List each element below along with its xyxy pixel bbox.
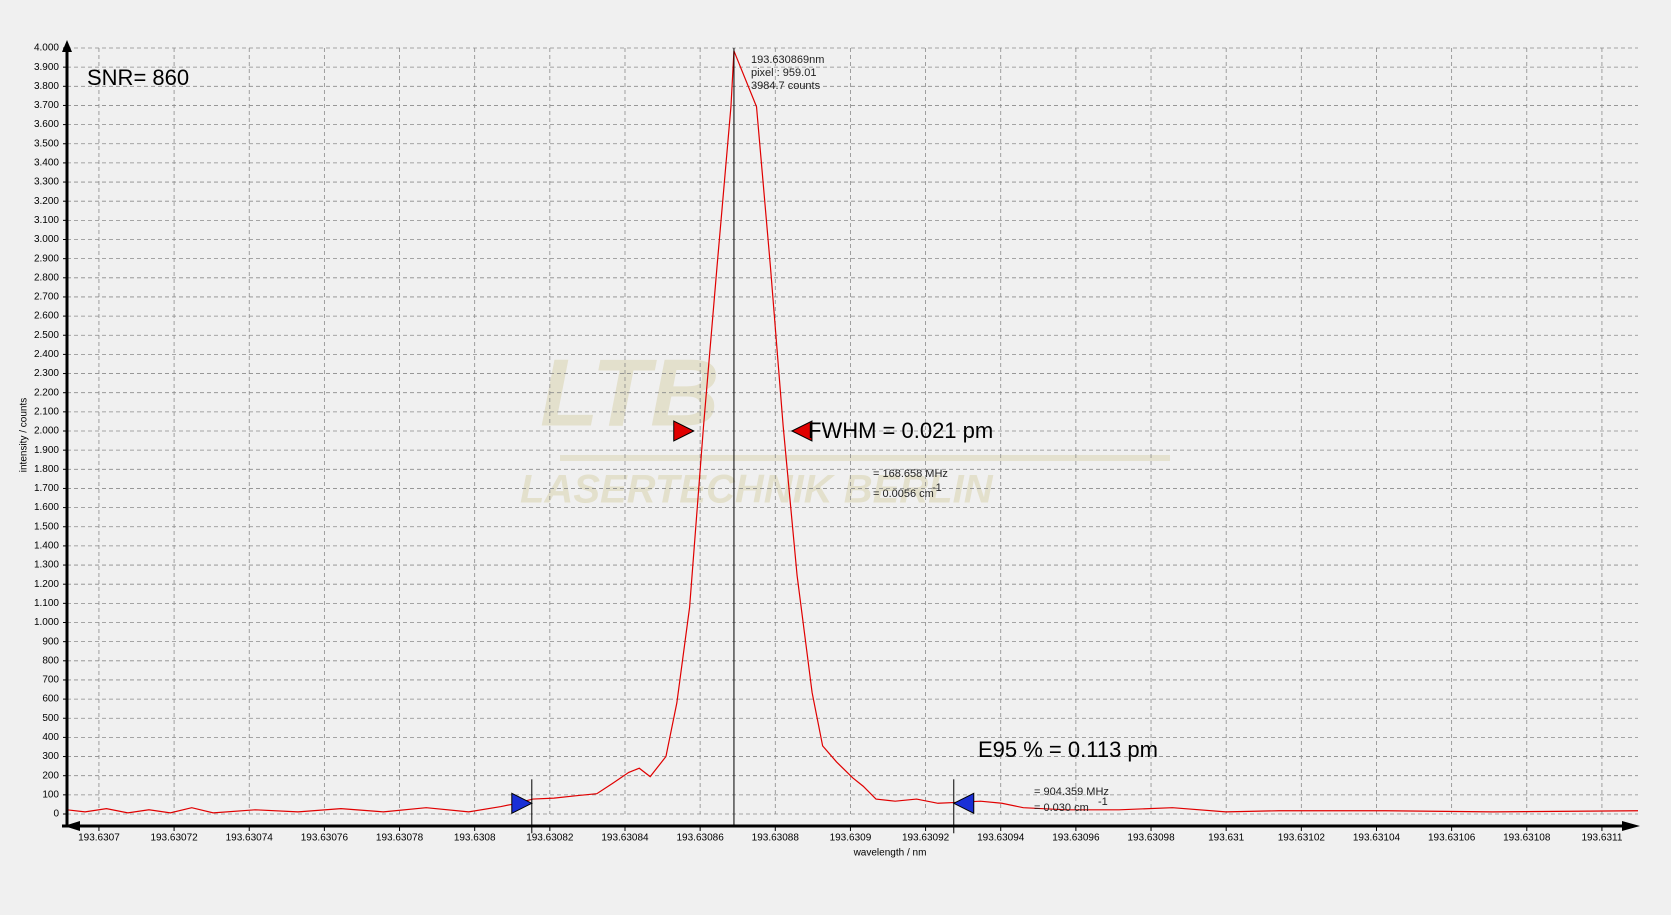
x-tick-label: 193.631 <box>1208 833 1245 844</box>
fwhm-label: FWHM = 0.021 pm <box>808 418 993 443</box>
y-tick-label: 2.000 <box>34 426 59 437</box>
y-tick-label: 500 <box>42 713 59 724</box>
y-tick-label: 900 <box>42 636 59 647</box>
e95-wavenumber: = 0.030 cm <box>1034 802 1089 814</box>
y-tick-label: 300 <box>42 751 59 762</box>
x-tick-label: 193.63092 <box>902 833 950 844</box>
y-tick-label: 1.500 <box>34 521 59 532</box>
y-axis-arrow <box>62 40 72 52</box>
y-tick-label: 3.200 <box>34 196 59 207</box>
x-tick-label: 193.63076 <box>301 833 349 844</box>
y-tick-label: 3.000 <box>34 234 59 245</box>
x-tick-label: 193.63098 <box>1127 833 1175 844</box>
marks <box>66 48 1639 834</box>
y-tick-label: 1.400 <box>34 541 59 552</box>
x-tick-label: 193.63096 <box>1052 833 1100 844</box>
y-tick-label: 2.200 <box>34 387 59 398</box>
y-tick-label: 2.100 <box>34 406 59 417</box>
x-tick-label: 193.63074 <box>226 833 274 844</box>
fwhm-frequency: = 168.658 MHz <box>873 468 948 480</box>
y-tick-label: 1.700 <box>34 483 59 494</box>
y-tick-label: 1.600 <box>34 502 59 513</box>
peak-wavelength: 193.630869nm <box>751 54 824 66</box>
e95-marker <box>952 792 975 815</box>
x-tick-label: 193.6309 <box>830 833 872 844</box>
y-tick-label: 3.700 <box>34 100 59 111</box>
x-tick-label: 193.63104 <box>1353 833 1401 844</box>
x-tick-label: 193.63094 <box>977 833 1025 844</box>
y-tick-label: 1.300 <box>34 560 59 571</box>
y-tick-label: 2.300 <box>34 368 59 379</box>
y-tick-label: 3.600 <box>34 119 59 130</box>
y-tick-label: 700 <box>42 675 59 686</box>
x-axis-left-arrow <box>64 821 80 831</box>
x-tick-label: 193.63072 <box>150 833 198 844</box>
y-tick-label: 1.200 <box>34 579 59 590</box>
y-tick-label: 3.100 <box>34 215 59 226</box>
x-axis-arrow <box>1622 821 1640 831</box>
y-tick-label: 3.900 <box>34 62 59 73</box>
x-tick-label: 193.6307 <box>78 833 120 844</box>
y-tick-label: 4.000 <box>34 43 59 54</box>
y-tick-label: 800 <box>42 655 59 666</box>
x-tick-label: 193.63088 <box>752 833 800 844</box>
y-tick-label: 400 <box>42 732 59 743</box>
y-tick-label: 2.400 <box>34 349 59 360</box>
x-tick-label: 193.63084 <box>601 833 649 844</box>
y-tick-label: 3.300 <box>34 177 59 188</box>
x-tick-label: 193.6311 <box>1581 833 1622 844</box>
x-tick-label: 193.63078 <box>376 833 424 844</box>
y-tick-label: 600 <box>42 694 59 705</box>
y-tick-label: 1.100 <box>34 598 59 609</box>
y-tick-label: 100 <box>42 789 59 800</box>
peak-pixel: pixel : 959.01 <box>751 67 816 79</box>
grid: 0 100 200 300 400 500 600 700 800 900 1.000 1.100 1.… <box>34 43 1638 844</box>
e95-label: E95 % = 0.113 pm <box>978 737 1158 762</box>
y-tick-label: 3.400 <box>34 158 59 169</box>
y-tick-label: 2.600 <box>34 311 59 322</box>
x-axis-label: wavelength / nm <box>853 848 927 859</box>
x-tick-label: 193.63086 <box>676 833 724 844</box>
y-tick-label: 2.700 <box>34 292 59 303</box>
fwhm-wavenumber: = 0.0056 cm <box>873 488 934 500</box>
e95-frequency: = 904.359 MHz <box>1034 786 1109 798</box>
y-tick-label: 1.900 <box>34 445 59 456</box>
e95-wavenumber-exponent: -1 <box>1098 796 1108 808</box>
x-tick-label: 193.63102 <box>1278 833 1326 844</box>
y-axis-label: intensity / counts <box>19 398 30 472</box>
fwhm-marker <box>790 420 813 442</box>
spectrum-line <box>66 50 1639 814</box>
e95-marker <box>511 792 533 815</box>
x-tick-label: 193.63106 <box>1428 833 1476 844</box>
y-tick-label: 1.000 <box>34 617 59 628</box>
y-tick-label: 200 <box>42 770 59 781</box>
y-tick-label: 3.800 <box>34 81 59 92</box>
fwhm-marker <box>673 420 695 442</box>
y-tick-label: 2.800 <box>34 272 59 283</box>
y-tick-label: 1.800 <box>34 464 59 475</box>
fwhm-wavenumber-exponent: -1 <box>932 482 942 494</box>
y-tick-label: 2.900 <box>34 253 59 264</box>
watermark-text: LASERTECHNIK BERLIN <box>520 468 994 512</box>
y-tick-label: 3.500 <box>34 138 59 149</box>
y-tick-label: 2.500 <box>34 330 59 341</box>
y-tick-label: 0 <box>53 809 59 820</box>
x-tick-label: 193.6308 <box>454 833 496 844</box>
peak-counts: 3984.7 counts <box>751 80 821 92</box>
snr-label: SNR= 860 <box>87 65 189 90</box>
x-tick-label: 193.63108 <box>1503 833 1551 844</box>
x-tick-label: 193.63082 <box>526 833 574 844</box>
